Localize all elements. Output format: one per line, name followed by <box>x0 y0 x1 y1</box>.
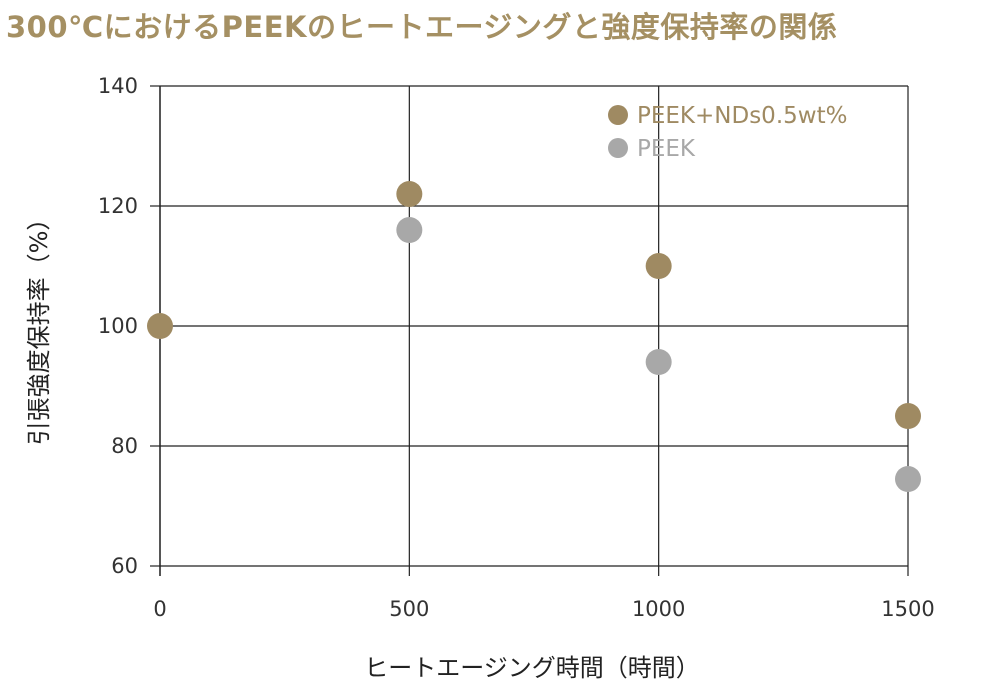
x-tick-label: 500 <box>389 597 429 621</box>
data-point-peek-nds0-5wt--1 <box>396 181 423 207</box>
x-tick-label: 1000 <box>632 597 685 621</box>
x-tick-label: 0 <box>153 597 166 621</box>
data-points <box>147 181 921 492</box>
legend: PEEK+NDs0.5wt% PEEK <box>608 103 847 162</box>
legend-label: PEEK <box>637 136 696 162</box>
chart-title: 300℃におけるPEEKのヒートエージングと強度保持率の関係 <box>6 10 838 44</box>
y-axis-label: 引張強度保持率（%） <box>25 207 53 446</box>
x-axis-label: ヒートエージング時間（時間） <box>364 654 700 682</box>
data-point-peek-2 <box>895 466 921 492</box>
y-tick-label: 60 <box>111 554 138 578</box>
axes <box>150 85 909 576</box>
y-tick-label: 140 <box>98 74 138 98</box>
data-point-peek-nds0-5wt--3 <box>895 403 921 429</box>
data-point-peek-1 <box>645 349 672 375</box>
legend-marker <box>608 105 628 125</box>
data-point-peek-0 <box>396 217 423 243</box>
x-tick-label: 1500 <box>881 597 934 621</box>
data-point-peek-nds0-5wt--2 <box>645 253 672 279</box>
legend-label: PEEK+NDs0.5wt% <box>637 103 847 129</box>
y-tick-label: 120 <box>98 194 138 218</box>
tick-labels: 60 80 100 120 140 0 500 1000 1500 <box>98 74 935 621</box>
y-tick-label: 100 <box>98 314 138 338</box>
data-point-peek-nds0-5wt--0 <box>147 313 173 339</box>
y-tick-label: 80 <box>111 434 138 458</box>
legend-marker <box>608 138 628 158</box>
grid-lines <box>159 85 909 567</box>
